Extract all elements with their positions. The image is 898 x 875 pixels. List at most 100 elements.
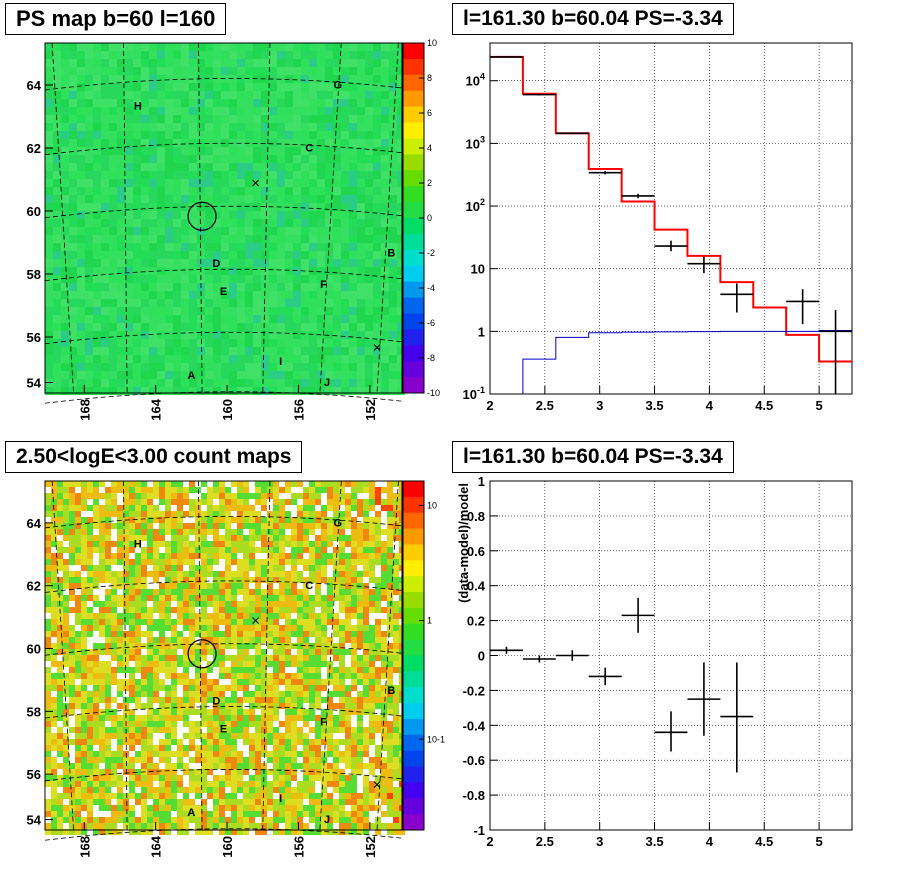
grid-lines (489, 480, 852, 831)
count-map-panel: H G C D E F B A I J 64 62 60 58 56 54 168 164 160 156 152 (27, 480, 405, 858)
x-tick-label: 4.5 (755, 398, 773, 413)
map-lon-tick-label: 168 (77, 836, 92, 858)
map-lon-tick-label: 164 (149, 398, 164, 420)
map-lat-tick-label: 60 (27, 642, 41, 657)
y-tick-label: 0.8 (467, 509, 485, 524)
data-point-errorbar (588, 171, 622, 175)
map-lat-tick-label: 60 (27, 204, 41, 219)
map-lon-tick-label: 168 (77, 399, 92, 421)
x-tick-label: 5 (815, 398, 822, 413)
map-graticule (44, 42, 403, 404)
colorbar-tick-label: 8 (427, 73, 432, 83)
map-region-label: G (333, 517, 342, 529)
y-tick-label: 0.4 (467, 579, 486, 594)
x-tick-label: 3.5 (646, 398, 664, 413)
map-region-label: E (220, 723, 227, 735)
x-tick-label: 4.5 (755, 834, 773, 849)
y-tick-label: -0.4 (463, 718, 486, 733)
source-cross-marker (252, 617, 259, 624)
map-lon-tick-label: 164 (149, 835, 164, 857)
colorbar-tick-label: 2 (427, 178, 432, 188)
y-tick-label: -0.8 (463, 788, 485, 803)
residual-axes: 2 2.5 3 3.5 4 4.5 5 1 0.8 0.6 0.4 0.2 0 -0.2 -0.4 -0.6 -… (456, 474, 853, 849)
map-region-label: G (333, 80, 342, 92)
y-tick-label: 0 (478, 649, 485, 664)
map-region-label: B (387, 248, 395, 260)
map-region-label: D (212, 695, 220, 707)
map-region-label: A (187, 370, 195, 382)
colorbar-tick-label: -6 (427, 318, 435, 328)
y-tick-label: -0.2 (463, 683, 485, 698)
map-region-label: F (320, 279, 327, 291)
colorbar-tick-label: 10 (427, 500, 437, 510)
count-colorbar: 10 1 10-1 (402, 480, 445, 831)
map-lat-tick-label: 54 (27, 813, 42, 828)
map-lon-tick-label: 160 (220, 836, 235, 858)
x-tick-label: 2 (486, 398, 493, 413)
colorbar-tick-label: -8 (427, 353, 435, 363)
residual-point-errorbar (654, 711, 688, 752)
map-lon-tick-label: 152 (363, 399, 378, 421)
source-cross-marker (373, 344, 381, 351)
roi-circle (187, 639, 217, 669)
colorbar-tick-label: -10 (427, 388, 440, 398)
colorbar-tick-label: 4 (427, 143, 432, 153)
model-total-step-line (490, 55, 852, 363)
data-point-errorbar (621, 193, 655, 199)
map-lat-tick-label: 56 (27, 767, 41, 782)
colorbar-tick-label: 10-1 (427, 734, 445, 744)
map-region-label: C (305, 580, 313, 592)
y-tick-label: 10 (471, 262, 485, 277)
map-lon-tick-label: 160 (220, 399, 235, 421)
ps-colorbar: 10 8 6 4 2 0 -2 -4 -6 -8 -10 (402, 38, 440, 398)
map-lat-tick-label: 64 (27, 78, 42, 93)
source-cross-marker (373, 781, 381, 788)
source-cross-marker (252, 179, 259, 187)
x-tick-label: 4 (706, 398, 714, 413)
colorbar-tick-label: 10 (427, 38, 437, 48)
data-point-errorbar (522, 93, 556, 96)
map-bottom-title: 2.50<logE<3.00 count maps (5, 441, 303, 473)
residual-point-errorbar (490, 646, 523, 654)
map-region-label: J (324, 377, 330, 389)
map-region-label: E (220, 286, 227, 298)
data-point-errorbar (555, 132, 589, 135)
y-tick-label: 1 (478, 324, 485, 339)
map-region-label: A (187, 807, 195, 819)
colorbar-tick-label: 0 (427, 213, 432, 223)
map-region-label: F (320, 716, 327, 728)
data-point-errorbar (654, 240, 688, 252)
colorbar-tick-label: -4 (427, 283, 435, 293)
map-lon-tick-label: 152 (363, 836, 378, 858)
map-lon-tick-label: 156 (291, 836, 306, 858)
x-tick-label: 5 (815, 834, 822, 849)
map-region-label: C (305, 143, 313, 155)
roi-circle (187, 201, 217, 231)
map-lat-tick-label: 54 (27, 376, 42, 391)
spec-top-title: l=161.30 b=60.04 PS=-3.34 (452, 3, 734, 35)
x-tick-label: 2.5 (536, 834, 554, 849)
grid-lines (489, 43, 852, 395)
data-point-errorbar (819, 309, 852, 394)
residual-point-errorbar (522, 655, 556, 663)
x-tick-label: 4 (706, 834, 714, 849)
residual-point-errorbar (555, 650, 589, 661)
map-lat-tick-label: 58 (27, 704, 41, 719)
map-lat-tick-label: 58 (27, 267, 41, 282)
residual-point-errorbar (588, 667, 622, 686)
y-tick-label: 102 (466, 197, 485, 214)
y-tick-label: 103 (466, 134, 485, 151)
x-tick-label: 2 (486, 834, 493, 849)
residual-y-axis-label: (data-model)/model (456, 483, 471, 603)
model-background-step-line (522, 330, 852, 394)
y-tick-label: 10-1 (463, 385, 485, 402)
map-region-label: I (279, 356, 282, 368)
map-region-label: H (134, 101, 142, 113)
map-lat-tick-label: 62 (27, 579, 41, 594)
y-tick-label: 104 (466, 72, 485, 89)
data-point-errorbar (687, 256, 721, 274)
x-tick-label: 3.5 (646, 834, 664, 849)
y-tick-label: -1 (473, 823, 485, 838)
